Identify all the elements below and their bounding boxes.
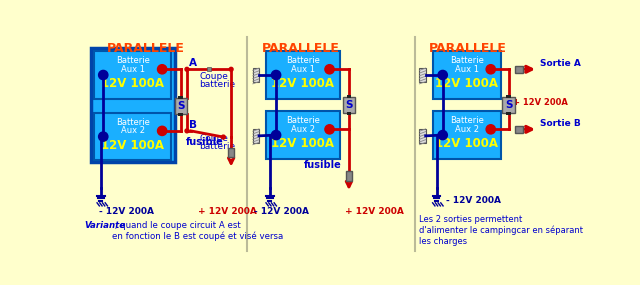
Circle shape	[486, 125, 495, 134]
Bar	[433, 111, 501, 159]
Text: fusible: fusible	[303, 160, 341, 170]
Circle shape	[271, 131, 281, 140]
Text: - 12V 200A: - 12V 200A	[446, 196, 501, 205]
Bar	[343, 97, 355, 113]
Text: - 12V 200A: - 12V 200A	[254, 207, 309, 216]
Text: batterie: batterie	[199, 80, 236, 89]
Bar	[433, 51, 501, 99]
Bar	[94, 113, 172, 160]
Text: Sortie B: Sortie B	[540, 119, 580, 128]
Text: Batterie: Batterie	[116, 118, 150, 127]
Text: 12V 100A: 12V 100A	[271, 137, 334, 150]
Text: 12V 100A: 12V 100A	[101, 77, 164, 90]
Bar	[253, 68, 259, 82]
Text: Aux 2: Aux 2	[121, 126, 145, 135]
Circle shape	[185, 67, 189, 71]
Bar	[91, 48, 175, 162]
Bar	[506, 112, 511, 115]
Bar	[347, 95, 351, 98]
Text: 12V 100A: 12V 100A	[101, 139, 164, 152]
Text: Batterie: Batterie	[116, 56, 150, 65]
Text: Les 2 sorties permettent
d'alimenter le campingcar en séparant
les charges: Les 2 sorties permettent d'alimenter le …	[419, 215, 584, 246]
Circle shape	[221, 135, 225, 139]
Bar	[207, 67, 211, 71]
Text: Batterie: Batterie	[450, 56, 484, 65]
Text: PARALLELE: PARALLELE	[107, 42, 185, 55]
Bar	[266, 111, 340, 159]
Text: Batterie: Batterie	[286, 56, 320, 65]
Bar	[179, 96, 183, 99]
Circle shape	[99, 70, 108, 80]
Text: Variante: Variante	[84, 221, 125, 230]
Circle shape	[99, 132, 108, 141]
Circle shape	[325, 65, 334, 74]
Bar	[228, 148, 234, 157]
Text: PARALLELE: PARALLELE	[262, 42, 340, 55]
Circle shape	[438, 131, 447, 140]
Bar	[515, 66, 522, 73]
Text: , quand le coupe circuit A est
en fonction le B est coupé et visé versa: , quand le coupe circuit A est en foncti…	[112, 221, 283, 241]
Circle shape	[325, 125, 334, 134]
Bar	[347, 112, 351, 115]
Circle shape	[229, 67, 233, 71]
Text: 12V 100A: 12V 100A	[271, 77, 334, 90]
Text: batterie: batterie	[199, 142, 236, 151]
Text: S: S	[345, 100, 353, 110]
Bar	[506, 95, 511, 98]
Circle shape	[185, 129, 189, 133]
Text: Batterie: Batterie	[450, 116, 484, 125]
Circle shape	[157, 65, 167, 74]
Bar	[419, 129, 426, 143]
Text: + 12V 200A: + 12V 200A	[513, 98, 568, 107]
Circle shape	[157, 126, 167, 135]
Bar	[419, 68, 426, 82]
Text: + 12V 200A: + 12V 200A	[345, 207, 404, 216]
Text: + 12V 200A: + 12V 200A	[198, 207, 257, 216]
Text: Aux 2: Aux 2	[291, 125, 315, 134]
Text: Coupe: Coupe	[199, 134, 228, 143]
Bar	[266, 51, 340, 99]
Text: Aux 1: Aux 1	[455, 65, 479, 74]
Text: 12V 100A: 12V 100A	[435, 77, 498, 90]
Text: - 12V 200A: - 12V 200A	[99, 207, 154, 216]
Bar	[94, 51, 172, 99]
Bar	[515, 126, 522, 133]
Circle shape	[271, 70, 281, 80]
Bar	[253, 129, 259, 143]
Text: B: B	[189, 120, 196, 130]
Text: S: S	[505, 100, 513, 110]
Bar	[346, 171, 351, 180]
Text: S: S	[177, 101, 184, 111]
Text: Coupe: Coupe	[199, 72, 228, 82]
Bar	[179, 113, 183, 116]
Bar	[502, 97, 515, 113]
Circle shape	[486, 65, 495, 74]
Text: Aux 1: Aux 1	[291, 65, 315, 74]
Text: 12V 100A: 12V 100A	[435, 137, 498, 150]
Text: Aux 1: Aux 1	[121, 65, 145, 74]
Text: A: A	[189, 58, 196, 68]
Bar	[175, 98, 187, 113]
Circle shape	[438, 70, 447, 80]
Text: Sortie A: Sortie A	[540, 59, 580, 68]
Text: fusible: fusible	[186, 137, 223, 147]
Text: Batterie: Batterie	[286, 116, 320, 125]
Text: PARALLELE: PARALLELE	[429, 42, 506, 55]
Text: Aux 2: Aux 2	[455, 125, 479, 134]
